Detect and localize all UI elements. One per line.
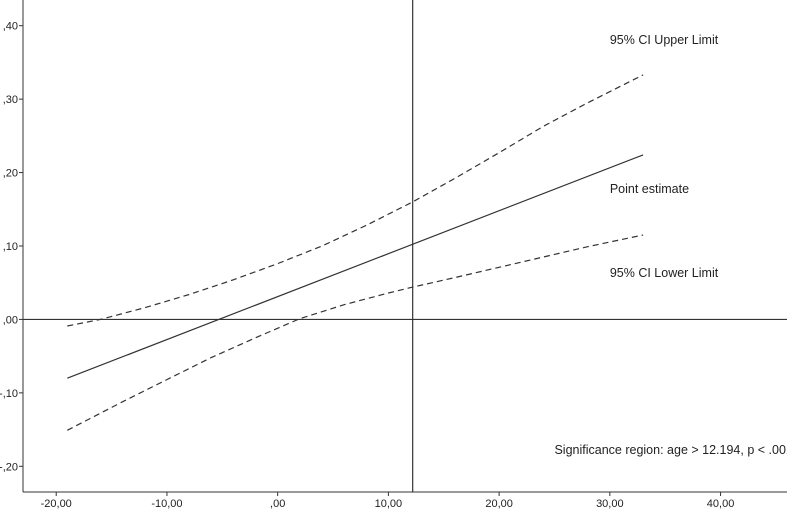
x-tick-label: ,00 [270,498,285,510]
x-tick-label: 30,00 [596,498,624,510]
series-line-95-ci-upper-limit [67,74,644,327]
x-tick-label: 20,00 [485,498,513,510]
annotation-label: 95% CI Lower Limit [610,266,719,280]
annotation-label: Point estimate [610,182,689,196]
y-tick-label: ,20 [3,168,18,180]
x-tick-label: -10,00 [151,498,182,510]
x-tick-label: 10,00 [375,498,403,510]
x-tick-label: -20,00 [41,498,72,510]
x-tick-label: 40,00 [707,498,735,510]
y-tick-label: ,10 [3,241,18,253]
series-line-point-estimate [67,154,644,379]
series-line-95-ci-lower-limit [67,234,644,431]
y-tick-label: ,00 [3,314,18,326]
annotation-label: Significance region: age > 12.194, p < .… [554,443,787,457]
y-tick-label: -,10 [0,388,18,400]
annotation-label: 95% CI Upper Limit [610,33,719,47]
y-tick-label: ,40 [3,21,18,33]
y-tick-label: -,20 [0,461,18,473]
y-tick-label: ,30 [3,94,18,106]
